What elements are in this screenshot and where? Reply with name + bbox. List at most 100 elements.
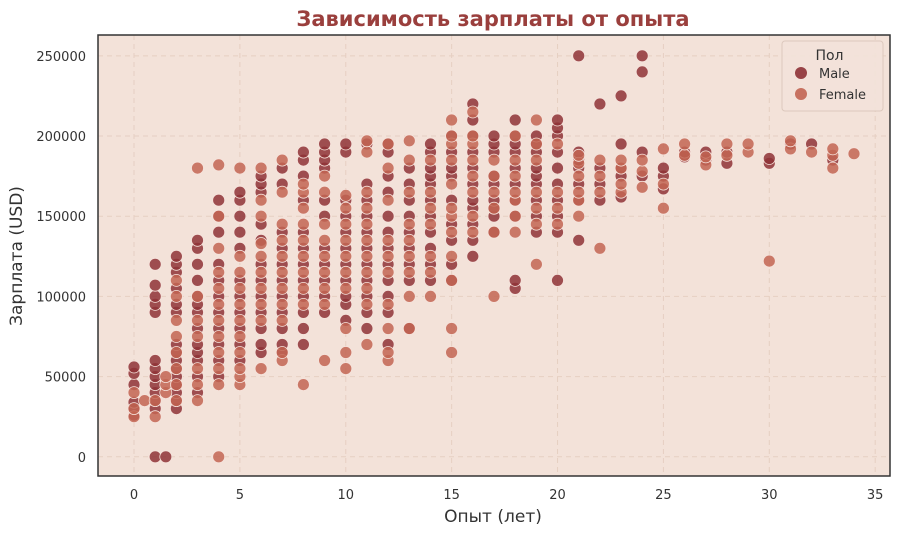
data-point-male bbox=[191, 273, 204, 287]
data-point-male bbox=[572, 49, 586, 63]
data-point-female bbox=[360, 217, 374, 231]
data-point-male bbox=[466, 249, 480, 263]
data-point-female bbox=[530, 137, 543, 151]
data-point-female bbox=[402, 134, 416, 148]
data-point-female bbox=[296, 233, 310, 247]
data-point-female bbox=[402, 265, 416, 279]
data-point-male bbox=[381, 209, 395, 223]
data-point-female bbox=[551, 137, 564, 151]
data-point-male bbox=[296, 145, 310, 159]
data-point-female bbox=[487, 225, 501, 239]
data-point-female bbox=[275, 281, 289, 295]
data-point-female bbox=[508, 185, 522, 199]
x-tick-label: 0 bbox=[130, 488, 138, 503]
data-point-male bbox=[233, 209, 247, 223]
data-point-male bbox=[191, 257, 204, 271]
data-point-female bbox=[360, 145, 374, 159]
data-point-female bbox=[360, 185, 374, 199]
plot-frame bbox=[97, 34, 891, 477]
legend-marker-male bbox=[795, 67, 807, 79]
data-point-female bbox=[296, 378, 310, 392]
data-point-female bbox=[318, 169, 332, 183]
data-point-female bbox=[360, 281, 374, 295]
data-point-male bbox=[508, 113, 522, 127]
data-point-female bbox=[678, 148, 691, 162]
data-point-female bbox=[296, 217, 310, 231]
x-axis: 0 5 10 15 20 25 30 35 bbox=[130, 488, 884, 503]
data-point-female bbox=[402, 185, 416, 199]
data-point-female bbox=[805, 145, 818, 159]
data-point-female bbox=[159, 370, 173, 384]
data-point-female bbox=[339, 346, 353, 359]
data-point-male bbox=[148, 354, 162, 367]
data-point-female bbox=[169, 273, 183, 287]
data-point-female bbox=[191, 289, 204, 303]
data-point-female bbox=[296, 249, 310, 263]
data-point-female bbox=[572, 169, 586, 183]
data-point-male bbox=[169, 249, 183, 263]
data-point-female bbox=[212, 362, 226, 376]
y-tick-label: 50000 bbox=[45, 371, 86, 386]
data-point-female bbox=[169, 378, 183, 392]
data-point-female bbox=[826, 142, 840, 156]
x-tick-label: 15 bbox=[443, 488, 460, 503]
legend: Пол Male Female bbox=[781, 40, 884, 112]
data-point-female bbox=[530, 217, 543, 231]
data-point-female bbox=[191, 161, 204, 175]
data-points bbox=[127, 49, 861, 464]
data-point-female bbox=[275, 233, 289, 247]
data-point-female bbox=[169, 289, 183, 303]
data-point-female bbox=[635, 164, 649, 178]
data-point-female bbox=[360, 338, 374, 351]
data-point-male bbox=[572, 233, 586, 247]
data-point-male bbox=[339, 137, 353, 151]
data-point-female bbox=[339, 265, 353, 279]
data-point-female bbox=[530, 185, 543, 199]
data-point-female bbox=[212, 265, 226, 279]
data-point-female bbox=[402, 233, 416, 247]
data-point-male bbox=[424, 137, 437, 151]
data-point-female bbox=[191, 394, 204, 408]
data-point-female bbox=[487, 201, 501, 215]
data-point-female bbox=[466, 225, 480, 239]
data-point-female bbox=[487, 153, 501, 167]
plot-area bbox=[97, 34, 891, 477]
data-point-female bbox=[635, 180, 649, 194]
data-point-male bbox=[148, 450, 162, 464]
data-point-male bbox=[614, 137, 628, 151]
data-point-female bbox=[402, 289, 416, 303]
data-point-female bbox=[445, 225, 459, 239]
data-point-female bbox=[424, 289, 437, 303]
data-point-female bbox=[402, 322, 416, 335]
data-point-female bbox=[445, 273, 459, 287]
data-point-female bbox=[127, 402, 141, 416]
data-point-female bbox=[339, 322, 353, 335]
data-point-female bbox=[402, 249, 416, 263]
x-tick-label: 10 bbox=[337, 488, 354, 503]
data-point-female bbox=[212, 281, 226, 295]
data-point-female bbox=[318, 249, 332, 263]
data-point-female bbox=[233, 362, 247, 376]
data-point-male bbox=[159, 450, 173, 464]
data-point-female bbox=[657, 201, 670, 215]
data-point-male bbox=[635, 65, 649, 79]
data-point-female bbox=[847, 147, 861, 161]
data-point-female bbox=[296, 177, 310, 191]
data-point-male bbox=[657, 161, 670, 175]
data-point-female bbox=[360, 297, 374, 311]
data-point-male bbox=[551, 273, 564, 287]
data-point-male bbox=[148, 278, 162, 292]
data-point-female bbox=[720, 137, 734, 151]
data-point-female bbox=[275, 346, 289, 359]
data-point-female bbox=[593, 241, 607, 255]
data-point-female bbox=[212, 241, 226, 255]
data-point-female bbox=[508, 225, 522, 239]
data-point-female bbox=[445, 177, 459, 191]
data-point-female bbox=[381, 137, 395, 151]
data-point-female bbox=[212, 158, 226, 172]
data-point-female bbox=[487, 289, 501, 303]
y-tick-label: 0 bbox=[78, 451, 86, 466]
x-tick-label: 20 bbox=[549, 488, 566, 503]
data-point-female bbox=[212, 450, 226, 464]
